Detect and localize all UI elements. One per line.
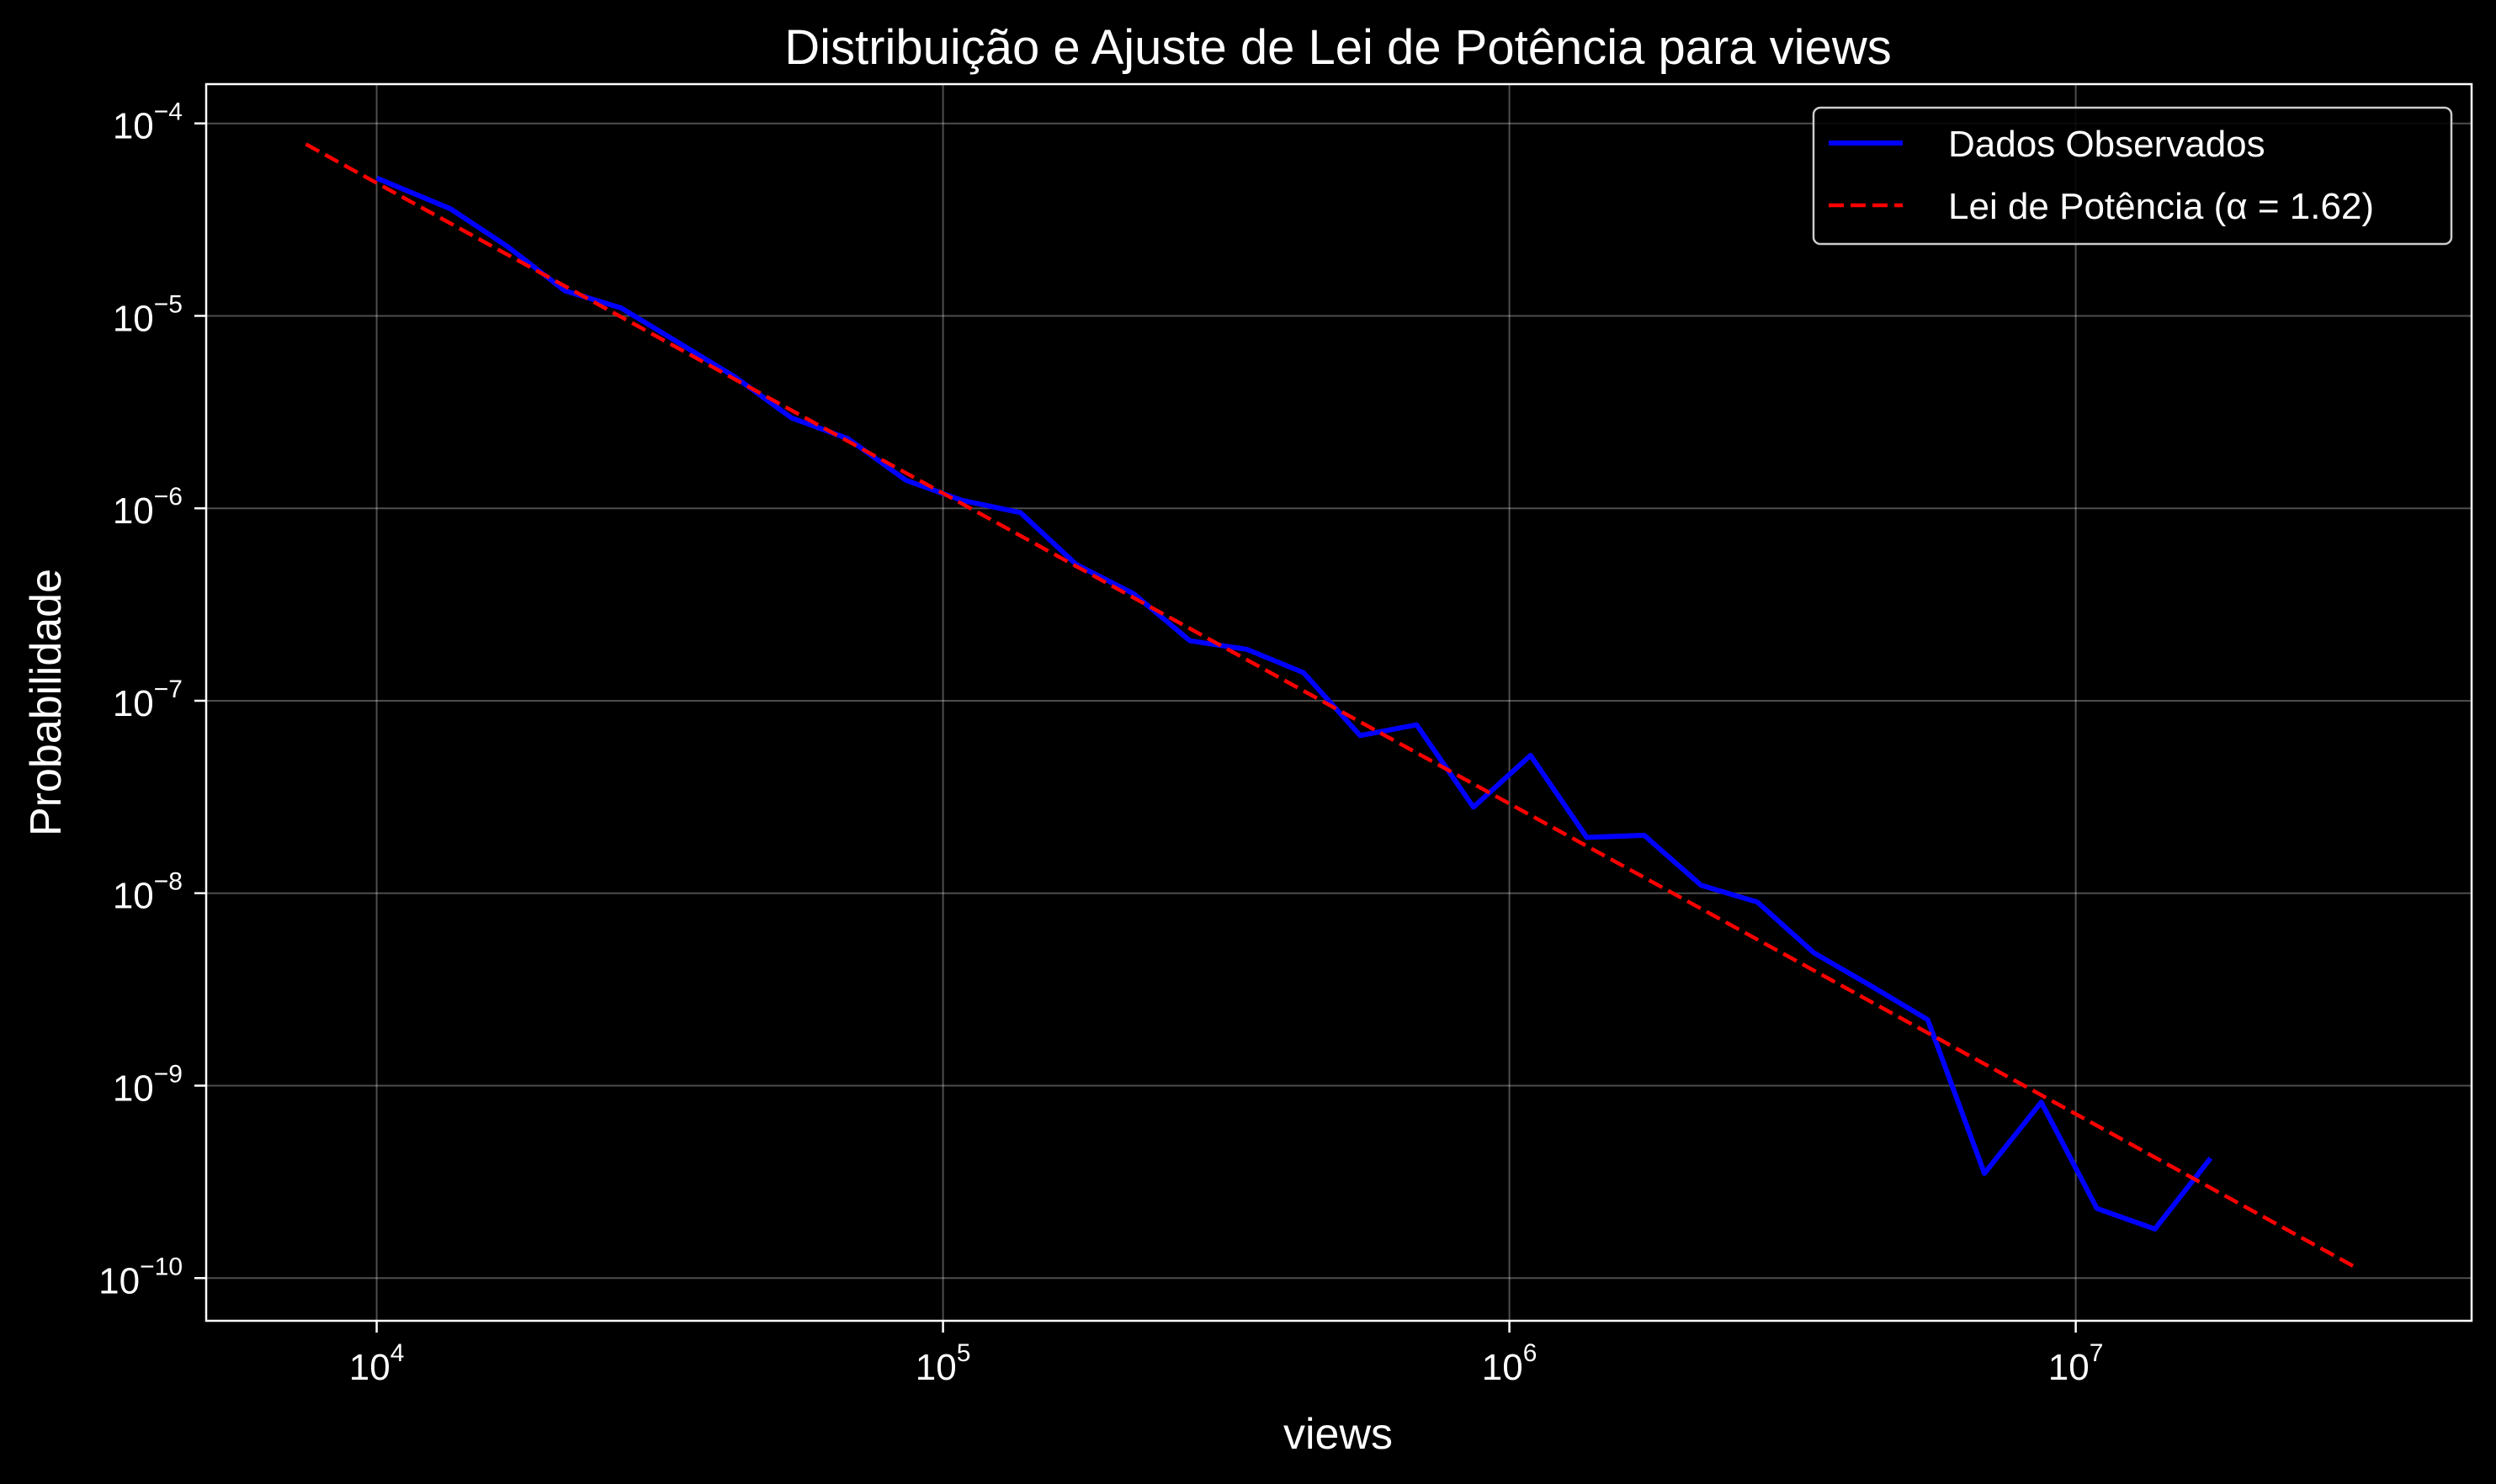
y-tick-label: 10−9 — [113, 1060, 183, 1109]
legend-label: Lei de Potência (α = 1.62) — [1948, 186, 2374, 227]
y-tick-exponent: −9 — [154, 1060, 183, 1088]
y-tick-base: 10 — [113, 1068, 154, 1109]
y-tick-label: 10−8 — [113, 868, 183, 917]
x-tick-exponent: 5 — [957, 1339, 971, 1367]
chart-title: Distribuição e Ajuste de Lei de Potência… — [784, 20, 1891, 75]
y-tick-label: 10−7 — [113, 676, 183, 724]
grid-lines — [206, 84, 2472, 1321]
legend: Dados Observados Lei de Potência (α = 1.6… — [1812, 106, 2453, 246]
x-tick-exponent: 6 — [1523, 1339, 1537, 1367]
y-tick-label: 10−4 — [113, 98, 183, 147]
y-tick-base: 10 — [98, 1260, 140, 1301]
plot-area — [305, 142, 2355, 1269]
legend-label: Dados Observados — [1948, 124, 2265, 165]
y-tick-label: 10−6 — [113, 483, 183, 532]
y-tick-base: 10 — [113, 683, 154, 724]
series-layer — [305, 142, 2355, 1269]
legend-box — [1812, 106, 2453, 246]
x-tick-label: 106 — [1482, 1339, 1537, 1388]
y-tick-base: 10 — [113, 106, 154, 147]
y-tick-exponent: −10 — [140, 1253, 183, 1280]
y-tick-exponent: −4 — [154, 98, 183, 126]
series-line-1 — [375, 175, 2213, 1232]
y-axis-ticks: 10−410−510−610−710−810−910−10 — [98, 98, 206, 1301]
y-tick-exponent: −6 — [154, 483, 183, 511]
x-axis-label: views — [1283, 1410, 1393, 1459]
y-tick-label: 10−10 — [98, 1253, 183, 1301]
y-tick-base: 10 — [113, 298, 154, 339]
y-tick-exponent: −5 — [154, 290, 183, 318]
plot-frame — [204, 82, 2473, 1322]
y-tick-exponent: −7 — [154, 676, 183, 703]
x-tick-exponent: 7 — [2090, 1339, 2104, 1367]
x-tick-exponent: 4 — [390, 1339, 405, 1367]
y-tick-base: 10 — [113, 876, 154, 917]
y-tick-label: 10−5 — [113, 290, 183, 339]
y-tick-base: 10 — [113, 490, 154, 532]
y-axis-label: Probabilidade — [22, 569, 71, 836]
series-line-2 — [305, 142, 2355, 1269]
y-tick-exponent: −8 — [154, 868, 183, 896]
